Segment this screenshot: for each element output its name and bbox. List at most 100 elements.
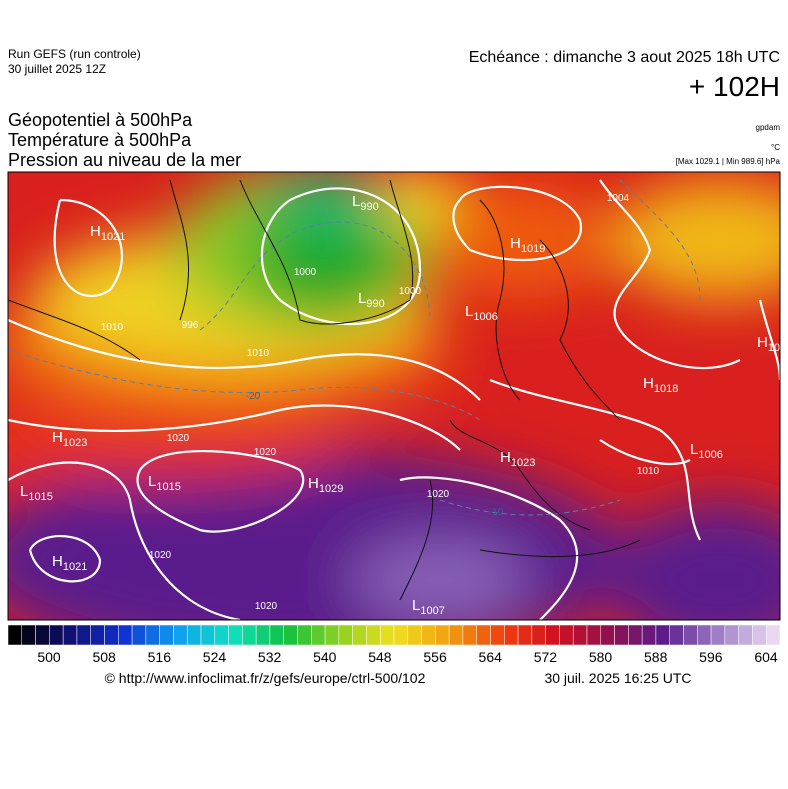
colorbar-swatch <box>7 624 23 646</box>
colorbar-swatch <box>531 624 546 646</box>
colorbar-swatch <box>462 624 477 646</box>
colorbar-swatch <box>76 624 91 646</box>
center-type: H <box>52 553 63 570</box>
colorbar-swatch <box>435 624 450 646</box>
center-value: 1018 <box>654 383 678 395</box>
colorbar-tick-label: 516 <box>148 649 172 665</box>
colorbar-tick-label: 556 <box>423 649 447 665</box>
center-type: H <box>510 235 521 252</box>
isoline-label: 1020 <box>149 550 172 561</box>
center-value: 990 <box>366 298 384 310</box>
colorbar-swatch <box>504 624 519 646</box>
lead-time: + 102H <box>689 71 780 102</box>
center-value: 1021 <box>101 231 125 243</box>
colorbar-swatch <box>173 624 188 646</box>
field: Pression au niveau de la mer <box>8 150 241 170</box>
colorbar-tick-label: 532 <box>258 649 282 665</box>
colorbar-swatch <box>490 624 505 646</box>
isoline-label: -10 <box>489 507 504 518</box>
center-value: 10 <box>768 342 780 354</box>
pressure-center: L1006 <box>690 441 723 461</box>
pressure-center: H1018 <box>643 375 678 395</box>
center-value: 1023 <box>511 457 535 469</box>
center-type: L <box>352 193 360 210</box>
center-type: H <box>757 334 768 351</box>
colorbar-swatch <box>49 624 64 646</box>
colorbar-swatch <box>269 624 284 646</box>
center-type: L <box>20 483 28 500</box>
colorbar-swatch <box>655 624 670 646</box>
colorbar-swatch <box>145 624 160 646</box>
colorbar-swatch <box>683 624 698 646</box>
isoline-label: 1010 <box>637 466 660 477</box>
isoline-label: 1000 <box>294 267 317 278</box>
colorbar-tick-label: 604 <box>754 649 778 665</box>
colorbar-swatch <box>104 624 119 646</box>
run: Run GEFS (run controle) <box>8 47 141 61</box>
center-type: L <box>412 597 420 614</box>
colorbar-swatch <box>186 624 202 646</box>
center-type: H <box>500 449 511 466</box>
pressure-center: H10 <box>757 334 780 354</box>
colorbar-swatch <box>765 624 781 646</box>
colorbar-swatch <box>159 624 174 646</box>
colorbar-tick-label: 588 <box>644 649 668 665</box>
colorbar-swatch <box>228 624 243 646</box>
pressure-center: L990 <box>358 290 385 310</box>
colorbar: 500 508 516 524 532 540 548 556 564 572 580 588 596 6… <box>7 624 781 665</box>
unit: [Max 1029.1 | Min 989.6] hPa <box>676 157 781 166</box>
pressure-center: H1029 <box>308 475 343 495</box>
colorbar-swatch <box>697 624 712 646</box>
center-value: 1015 <box>28 491 52 503</box>
colorbar-swatch <box>35 624 50 646</box>
colorbar-swatch <box>586 624 602 646</box>
isoline-label: 1020 <box>427 489 450 500</box>
colorbar-swatch <box>324 624 340 646</box>
pressure-center: H1023 <box>500 449 535 469</box>
footer-time: 30 juil. 2025 16:25 UTC <box>544 670 691 686</box>
center-value: 1006 <box>473 311 497 323</box>
map-frame <box>7 171 781 621</box>
colorbar-swatch <box>352 624 367 646</box>
colorbar-swatch <box>393 624 409 646</box>
echeance: Echéance : dimanche 3 aout 2025 18h UTC <box>469 49 780 66</box>
center-value: 1006 <box>698 449 722 461</box>
center-type: H <box>308 475 319 492</box>
pressure-center: L1015 <box>148 473 181 493</box>
colorbar-swatch <box>283 624 298 646</box>
center-value: 1019 <box>521 243 545 255</box>
colorbar-tick-label: 524 <box>203 649 227 665</box>
center-type: L <box>690 441 698 458</box>
isoline-label: 1000 <box>399 286 422 297</box>
colorbar-swatch <box>559 624 574 646</box>
colorbar-tick-label: 580 <box>589 649 613 665</box>
colorbar-swatch <box>669 624 684 646</box>
colorbar-swatch <box>517 624 533 646</box>
colorbar-swatch <box>379 624 395 646</box>
colorbar-swatch <box>200 624 216 646</box>
center-type: L <box>358 290 366 307</box>
isoline-label: 1020 <box>167 433 190 444</box>
center-value: 1029 <box>319 483 343 495</box>
colorbar-swatch <box>90 624 105 646</box>
colorbar-tick-label: 508 <box>92 649 116 665</box>
colorbar-swatch <box>752 624 767 646</box>
isoline-label: 1010 <box>101 322 124 333</box>
isoline-label: 996 <box>182 320 199 331</box>
center-type: H <box>90 223 101 240</box>
unit: gpdam <box>756 123 781 132</box>
colorbar-swatch <box>118 624 133 646</box>
colorbar-swatch <box>242 624 257 646</box>
colorbar-swatch <box>724 624 739 646</box>
center-value: 990 <box>360 201 378 213</box>
colorbar-swatch <box>421 624 436 646</box>
field: Géopotentiel à 500hPa <box>8 110 193 130</box>
center-value: 1007 <box>420 605 444 617</box>
colorbar-swatch <box>545 624 560 646</box>
colorbar-tick-label: 540 <box>313 649 337 665</box>
center-value: 1015 <box>156 481 180 493</box>
pressure-center: L1006 <box>465 303 498 323</box>
center-type: L <box>148 473 156 490</box>
